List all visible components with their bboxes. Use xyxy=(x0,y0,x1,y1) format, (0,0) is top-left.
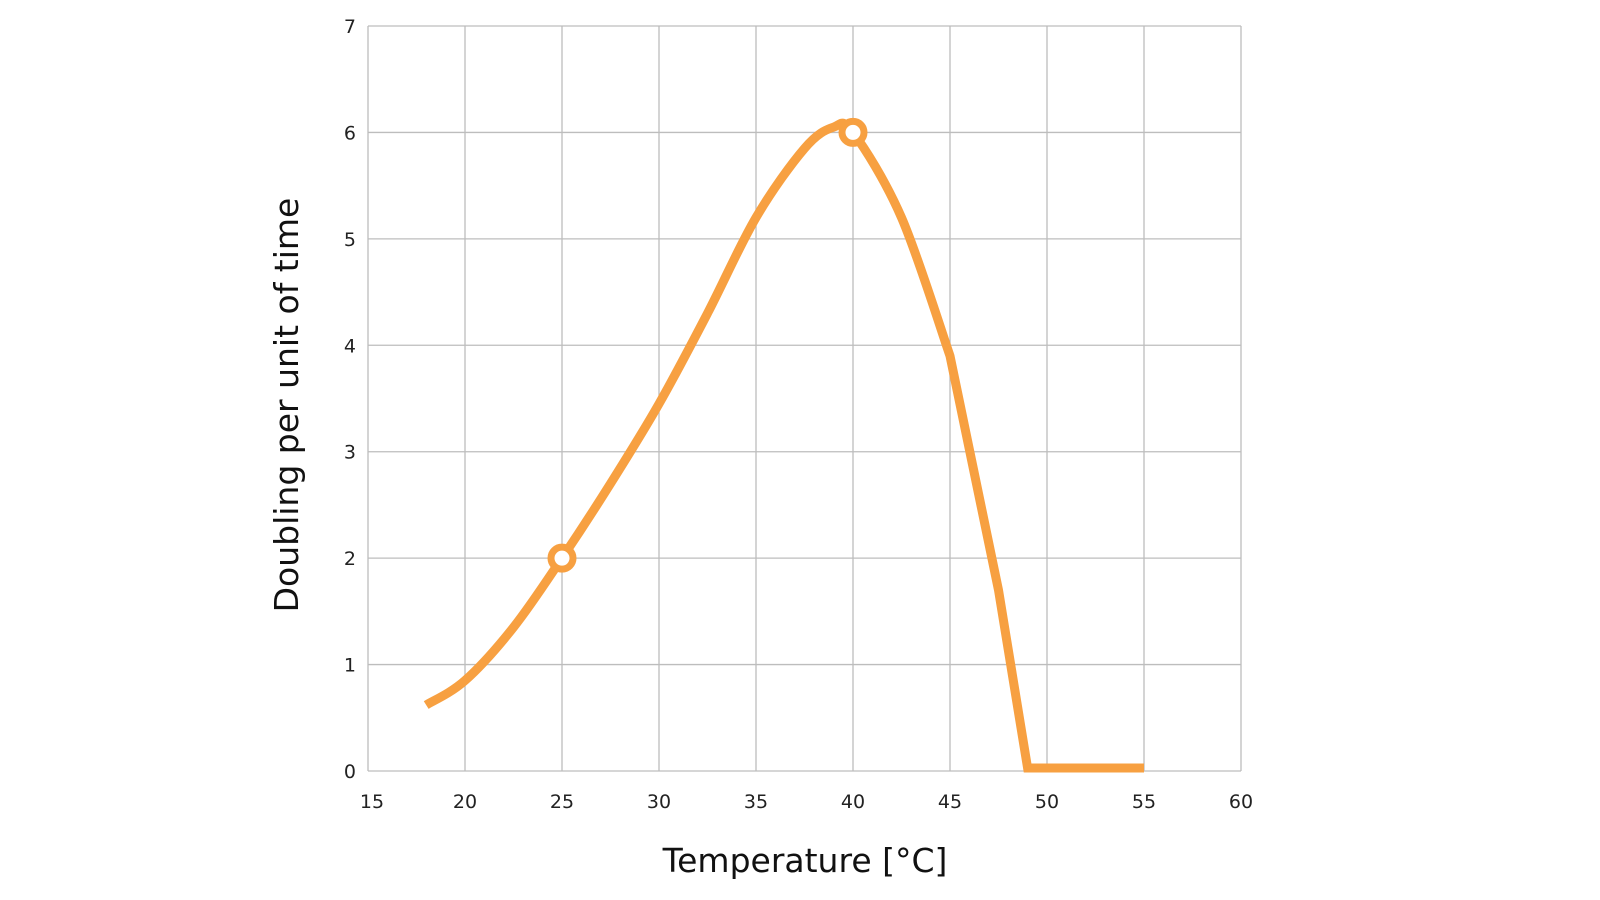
x-tick-label: 20 xyxy=(453,791,477,813)
y-tick-label: 3 xyxy=(344,442,356,464)
y-tick-label: 4 xyxy=(344,335,356,357)
y-tick-labels: 0 1 2 3 4 5 6 7 xyxy=(344,16,356,783)
series-line xyxy=(423,118,1144,773)
grid xyxy=(367,25,1242,772)
y-tick-label: 7 xyxy=(344,16,356,38)
y-tick-label: 1 xyxy=(344,655,356,677)
data-point-marker xyxy=(838,117,868,147)
series xyxy=(423,117,1144,773)
x-tick-label: 25 xyxy=(550,791,574,813)
x-tick-label: 45 xyxy=(938,791,962,813)
y-tick-label: 5 xyxy=(344,229,356,251)
x-tick-labels: 15 20 25 30 35 40 45 50 55 60 xyxy=(360,791,1253,813)
x-tick-label: 55 xyxy=(1132,791,1156,813)
data-point-marker xyxy=(547,543,577,573)
x-tick-label: 35 xyxy=(744,791,768,813)
x-tick-label: 60 xyxy=(1229,791,1253,813)
y-tick-label: 0 xyxy=(344,761,356,783)
x-tick-label: 50 xyxy=(1035,791,1059,813)
x-tick-label: 30 xyxy=(647,791,671,813)
y-tick-label: 6 xyxy=(344,122,356,144)
x-axis-label: Temperature [°C] xyxy=(662,841,948,880)
x-tick-label: 40 xyxy=(841,791,865,813)
y-axis-label: Doubling per unit of time xyxy=(267,198,306,613)
x-tick-label: 15 xyxy=(360,791,384,813)
y-tick-label: 2 xyxy=(344,548,356,570)
